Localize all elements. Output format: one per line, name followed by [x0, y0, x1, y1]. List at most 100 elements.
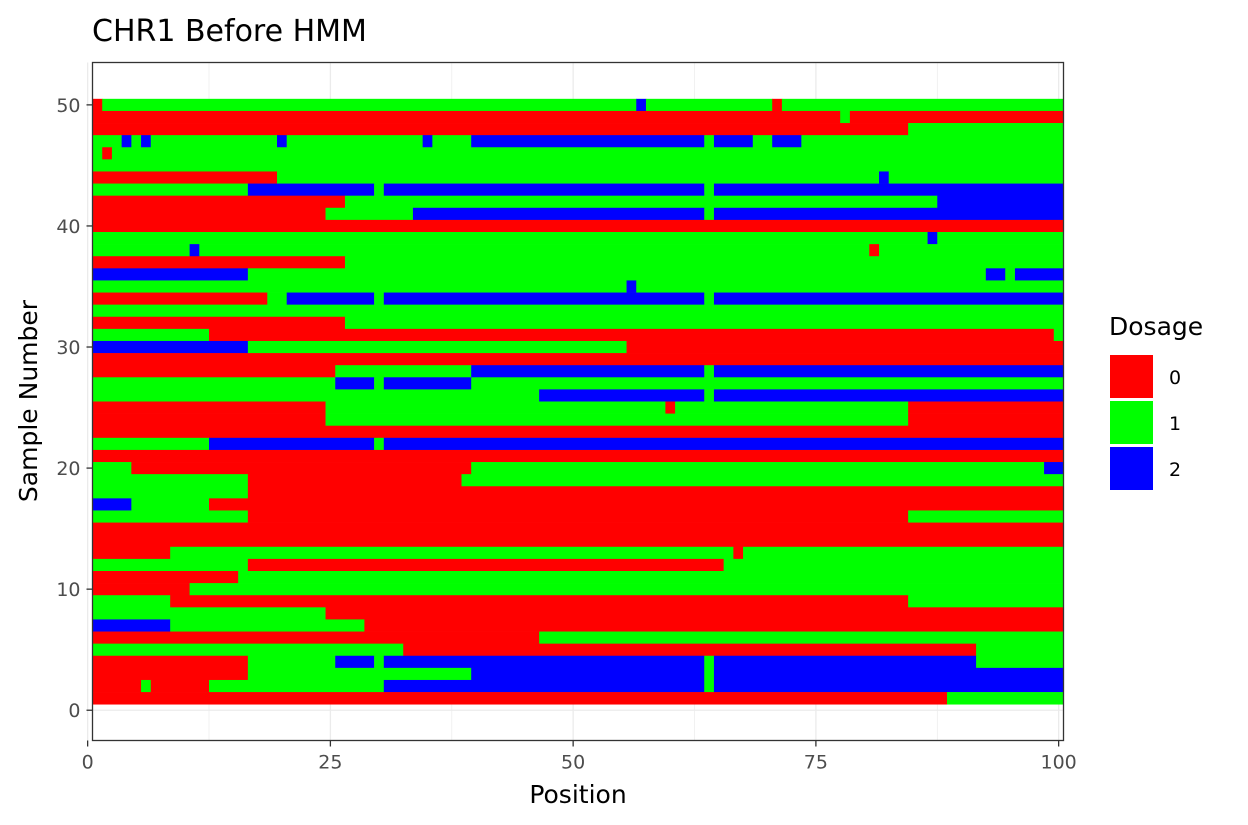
heatmap-tile — [713, 207, 1064, 221]
heatmap-tile — [92, 510, 249, 523]
heatmap-tile — [276, 171, 880, 184]
heatmap-tile — [92, 474, 249, 487]
heatmap-tile — [92, 304, 1064, 318]
heatmap-tile — [92, 340, 249, 354]
heatmap-tile — [170, 595, 909, 608]
y-tick-label: 10 — [56, 579, 80, 601]
heatmap-tile — [364, 619, 1064, 632]
heatmap-tile — [675, 401, 909, 414]
heatmap-tile — [383, 437, 1064, 451]
heatmap-tile — [539, 389, 705, 402]
heatmap-tile — [713, 667, 1064, 681]
y-tick-label: 40 — [56, 216, 80, 238]
legend: Dosage 0 1 2 — [1109, 312, 1203, 490]
heatmap-tiles — [92, 98, 1064, 705]
heatmap-tile — [879, 171, 890, 184]
heatmap-tile — [199, 244, 870, 257]
heatmap-tile — [92, 256, 346, 269]
heatmap-tile — [247, 667, 472, 681]
legend-key-label: 2 — [1169, 459, 1181, 481]
heatmap-tile — [92, 413, 326, 427]
heatmap-tile — [92, 679, 142, 693]
heatmap-tile — [92, 643, 404, 657]
heatmap-tile — [92, 110, 841, 124]
heatmap-tile — [888, 171, 1064, 184]
heatmap-tile — [150, 679, 210, 693]
heatmap-tile — [92, 365, 336, 378]
heatmap-tile — [92, 425, 1064, 439]
heatmap-tile — [247, 268, 987, 281]
heatmap-tile — [92, 631, 540, 644]
heatmap-tile — [325, 607, 1064, 620]
heatmap-tile — [92, 462, 132, 475]
y-tick-label: 50 — [56, 95, 80, 117]
heatmap-tile — [92, 437, 210, 451]
heatmap-tile — [286, 135, 423, 148]
heatmap-tile — [92, 401, 326, 414]
heatmap-tile — [713, 135, 754, 148]
heatmap-tile — [383, 292, 705, 305]
heatmap-tile — [276, 135, 288, 148]
heatmap-tile — [121, 135, 132, 148]
heatmap-tile — [471, 462, 1045, 475]
heatmap-tile — [908, 595, 1064, 608]
chart-title: CHR1 Before HMM — [92, 14, 367, 49]
heatmap-tile — [471, 135, 705, 148]
heatmap-tile — [92, 449, 1064, 463]
heatmap-tile — [150, 135, 278, 148]
heatmap-tile — [92, 534, 1064, 548]
heatmap-tile — [92, 98, 103, 112]
heatmap-tile — [704, 679, 715, 693]
heatmap-tile — [92, 522, 1064, 536]
heatmap-tile — [247, 510, 909, 523]
heatmap-tile — [713, 365, 1064, 378]
heatmap-tile — [908, 123, 1064, 136]
heatmap-tile — [92, 389, 540, 402]
heatmap-tile — [772, 135, 802, 148]
heatmap-tile — [92, 353, 1064, 366]
heatmap-tile — [383, 679, 705, 693]
heatmap-tile — [374, 437, 385, 451]
heatmap-tile — [927, 232, 938, 245]
heatmap-tile — [374, 292, 385, 305]
plot-panel — [86, 61, 1065, 742]
heatmap-tile — [92, 619, 171, 632]
heatmap-tile — [92, 219, 1064, 233]
heatmap-tile — [723, 558, 1064, 572]
heatmap-tile — [325, 401, 666, 414]
heatmap-tile — [92, 135, 122, 148]
heatmap-tile — [102, 147, 113, 160]
x-tick-label: 50 — [561, 752, 585, 774]
x-axis-title: Position — [529, 780, 626, 809]
heatmap-tile — [247, 183, 375, 197]
heatmap-tile — [92, 268, 249, 281]
heatmap-tile — [713, 183, 1064, 197]
heatmap-tile — [704, 655, 715, 669]
heatmap-tile — [713, 679, 1064, 693]
heatmap-tile — [92, 292, 268, 305]
legend-key-label: 0 — [1169, 367, 1181, 389]
heatmap-tile — [131, 462, 472, 475]
x-tick-label: 75 — [804, 752, 828, 774]
heatmap-tile — [247, 340, 627, 354]
heatmap-tile — [636, 98, 647, 112]
heatmap-tile — [383, 183, 705, 197]
heatmap-tile — [1014, 268, 1064, 281]
heatmap-tile — [539, 631, 1064, 644]
legend-key-swatch — [1110, 355, 1153, 398]
x-axis: 0 25 50 75 100 — [82, 740, 1077, 774]
heatmap-tile — [344, 316, 1064, 330]
heatmap-tile — [92, 195, 346, 209]
heatmap-tile — [92, 571, 239, 584]
heatmap-tile — [247, 474, 462, 487]
heatmap-tile — [733, 546, 744, 560]
heatmap-tile — [92, 692, 948, 705]
heatmap-tile — [247, 655, 336, 669]
heatmap-tile — [976, 655, 1064, 669]
heatmap-tile — [1005, 268, 1016, 281]
heatmap-tile — [626, 280, 637, 293]
heatmap-tile — [189, 583, 1064, 596]
heatmap-tile — [374, 655, 385, 669]
heatmap-tile — [209, 679, 385, 693]
heatmap-tile — [908, 413, 1064, 427]
